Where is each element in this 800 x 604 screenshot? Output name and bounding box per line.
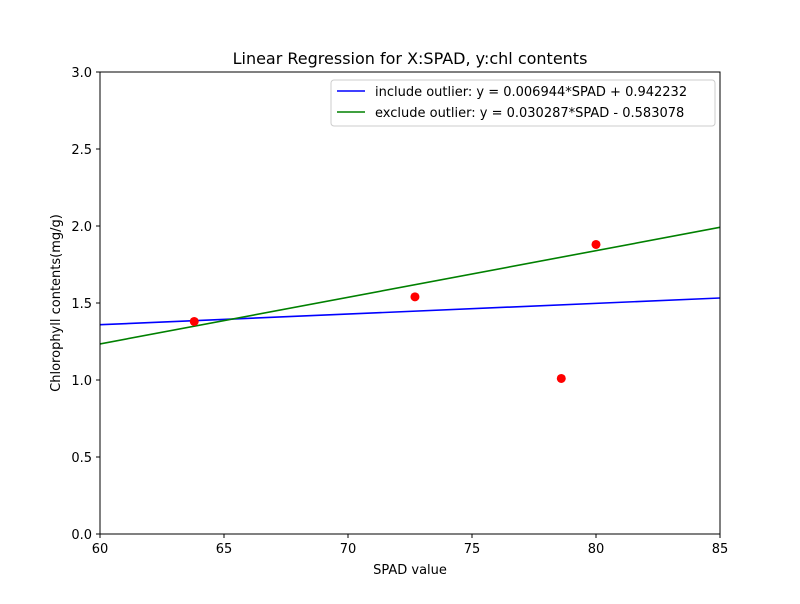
data-point (189, 316, 199, 326)
x-tick-label: 60 (92, 542, 109, 557)
y-tick-label: 0.0 (71, 528, 92, 543)
data-point (556, 373, 566, 383)
y-tick-label: 2.5 (71, 143, 92, 158)
legend-label: exclude outlier: y = 0.030287*SPAD - 0.5… (375, 106, 684, 121)
x-tick-label: 70 (340, 542, 357, 557)
y-axis-label: Chlorophyll contents(mg/g) (49, 214, 64, 392)
x-axis-label: SPAD value (373, 563, 447, 578)
y-tick-label: 3.0 (71, 66, 92, 81)
x-tick-label: 65 (216, 542, 233, 557)
data-point (591, 239, 601, 249)
legend-box (330, 79, 716, 127)
y-tick-label: 2.0 (71, 220, 92, 235)
y-tick-label: 1.5 (71, 297, 92, 312)
x-tick-label: 80 (588, 542, 605, 557)
chart-title: Linear Regression for X:SPAD, y:chl cont… (233, 49, 588, 68)
regression-line-2 (100, 226, 720, 345)
legend: include outlier: y = 0.006944*SPAD + 0.9… (330, 79, 716, 127)
x-tick-label: 85 (712, 542, 729, 557)
y-tick-label: 0.5 (71, 451, 92, 466)
legend-label: include outlier: y = 0.006944*SPAD + 0.9… (375, 85, 687, 100)
y-tick-label: 1.0 (71, 374, 92, 389)
x-tick-label: 75 (464, 542, 481, 557)
data-point (410, 292, 420, 302)
regression-line-1 (100, 297, 720, 326)
